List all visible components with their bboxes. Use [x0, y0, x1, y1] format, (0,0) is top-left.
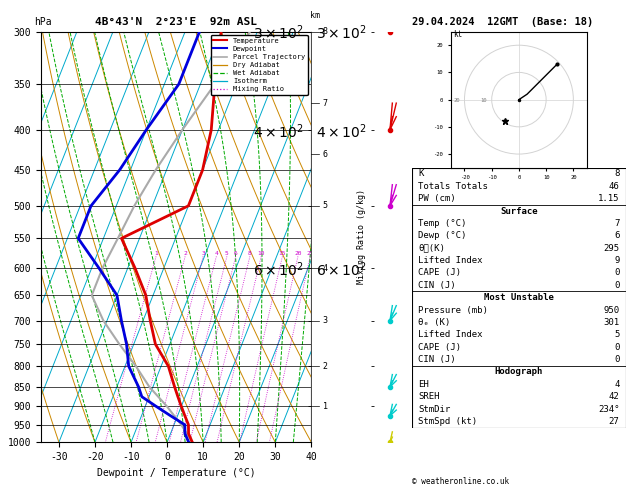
Text: 5: 5: [225, 251, 229, 257]
Text: Mixing Ratio (g/kg): Mixing Ratio (g/kg): [357, 190, 366, 284]
Text: hPa: hPa: [35, 17, 52, 27]
Text: 25: 25: [306, 251, 314, 257]
X-axis label: Dewpoint / Temperature (°C): Dewpoint / Temperature (°C): [97, 468, 255, 478]
Text: 0: 0: [614, 343, 620, 352]
Text: km: km: [310, 11, 320, 20]
Text: 0: 0: [614, 268, 620, 278]
Text: 3: 3: [201, 251, 205, 257]
Text: 3: 3: [323, 316, 328, 325]
Text: Hodograph: Hodograph: [495, 367, 543, 377]
Text: CAPE (J): CAPE (J): [418, 268, 462, 278]
Y-axis label: hPa: hPa: [0, 228, 2, 246]
Text: 6: 6: [234, 251, 238, 257]
Text: 8: 8: [248, 251, 252, 257]
Text: θₑ (K): θₑ (K): [418, 318, 450, 327]
Text: 1: 1: [154, 251, 158, 257]
Text: CIN (J): CIN (J): [418, 281, 456, 290]
Text: 2: 2: [323, 362, 328, 371]
Text: 950: 950: [603, 306, 620, 314]
Text: 6: 6: [323, 150, 328, 159]
Text: LCL: LCL: [315, 429, 329, 438]
Text: © weatheronline.co.uk: © weatheronline.co.uk: [412, 477, 509, 486]
Text: PW (cm): PW (cm): [418, 194, 456, 203]
Text: 20: 20: [453, 98, 460, 104]
Text: 42: 42: [609, 392, 620, 401]
Text: Totals Totals: Totals Totals: [418, 182, 488, 191]
Text: 5: 5: [323, 201, 328, 210]
Text: 4B°43'N  2°23'E  92m ASL: 4B°43'N 2°23'E 92m ASL: [95, 17, 257, 27]
Text: 29.04.2024  12GMT  (Base: 18): 29.04.2024 12GMT (Base: 18): [412, 17, 593, 27]
Text: Temp (°C): Temp (°C): [418, 219, 467, 228]
Text: 8: 8: [614, 169, 620, 178]
Text: 27: 27: [609, 417, 620, 426]
Text: 0: 0: [614, 281, 620, 290]
Text: 1.15: 1.15: [598, 194, 620, 203]
Text: K: K: [418, 169, 424, 178]
Text: 2: 2: [183, 251, 187, 257]
Text: 1: 1: [323, 402, 328, 411]
Text: 301: 301: [603, 318, 620, 327]
Text: ASL: ASL: [308, 0, 323, 2]
Text: 8: 8: [323, 27, 328, 36]
Text: CIN (J): CIN (J): [418, 355, 456, 364]
Text: 7: 7: [323, 99, 328, 107]
Text: 0: 0: [614, 355, 620, 364]
Text: EH: EH: [418, 380, 429, 389]
Text: 4: 4: [323, 263, 328, 273]
Text: Lifted Index: Lifted Index: [418, 330, 483, 339]
Text: 20: 20: [294, 251, 302, 257]
Text: 295: 295: [603, 243, 620, 253]
Text: SREH: SREH: [418, 392, 440, 401]
Text: 46: 46: [609, 182, 620, 191]
Text: 7: 7: [614, 219, 620, 228]
Text: Dewp (°C): Dewp (°C): [418, 231, 467, 240]
Text: StmDir: StmDir: [418, 405, 450, 414]
Legend: Temperature, Dewpoint, Parcel Trajectory, Dry Adiabat, Wet Adiabat, Isotherm, Mi: Temperature, Dewpoint, Parcel Trajectory…: [211, 35, 308, 95]
Text: CAPE (J): CAPE (J): [418, 343, 462, 352]
Text: kt: kt: [454, 30, 463, 39]
Text: 15: 15: [279, 251, 286, 257]
Text: 10: 10: [257, 251, 265, 257]
Text: 10: 10: [481, 98, 487, 104]
Text: Most Unstable: Most Unstable: [484, 293, 554, 302]
Text: Surface: Surface: [500, 207, 538, 215]
Text: 5: 5: [614, 330, 620, 339]
Text: StmSpd (kt): StmSpd (kt): [418, 417, 477, 426]
Text: θᴇ(K): θᴇ(K): [418, 243, 445, 253]
Text: Lifted Index: Lifted Index: [418, 256, 483, 265]
Text: 9: 9: [614, 256, 620, 265]
Text: Pressure (mb): Pressure (mb): [418, 306, 488, 314]
Text: 4: 4: [614, 380, 620, 389]
Text: 6: 6: [614, 231, 620, 240]
Text: 4: 4: [214, 251, 218, 257]
Text: 234°: 234°: [598, 405, 620, 414]
